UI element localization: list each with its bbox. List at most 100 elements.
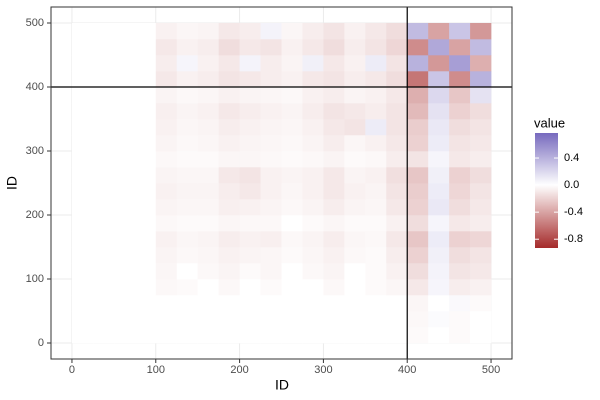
- heatmap-cell: [176, 55, 198, 72]
- heatmap-cell: [281, 215, 303, 232]
- heatmap-cell: [218, 55, 240, 72]
- heatmap-cell: [470, 151, 492, 168]
- heatmap-cell: [470, 279, 492, 296]
- heatmap-cell: [449, 151, 471, 168]
- heatmap-cell: [176, 39, 198, 56]
- heatmap-cell: [197, 103, 219, 120]
- legend-title: value: [534, 115, 565, 130]
- heatmap-cell: [71, 311, 94, 328]
- heatmap-cell: [218, 151, 240, 168]
- heatmap-cell: [302, 231, 324, 248]
- heatmap-cell: [323, 103, 345, 120]
- heatmap-cell: [134, 247, 157, 264]
- heatmap-cell: [197, 311, 219, 328]
- heatmap-cell: [323, 263, 345, 280]
- heatmap-cell: [92, 103, 115, 120]
- heatmap-cell: [218, 39, 240, 56]
- heatmap-cell: [428, 199, 450, 216]
- heatmap-cell: [323, 295, 345, 312]
- heatmap-cell: [344, 199, 366, 216]
- heatmap-cell: [113, 311, 136, 328]
- heatmap-cell: [449, 279, 471, 296]
- heatmap-cell: [176, 23, 198, 40]
- heatmap-cell: [134, 103, 157, 120]
- heatmap-cell: [92, 295, 115, 312]
- heatmap-cell: [407, 103, 429, 120]
- heatmap-cell: [365, 263, 387, 280]
- heatmap-cell: [113, 263, 136, 280]
- heatmap-cell: [449, 311, 471, 328]
- heatmap-cell: [218, 119, 240, 136]
- heatmap-cell: [260, 183, 282, 200]
- heatmap-cell: [344, 247, 366, 264]
- heatmap-cell: [302, 71, 324, 88]
- heatmap-cell: [386, 215, 408, 232]
- heatmap-cell: [449, 119, 471, 136]
- heatmap-cell: [218, 247, 240, 264]
- heatmap-cell: [386, 87, 408, 104]
- heatmap-cell: [407, 263, 429, 280]
- heatmap-cell: [344, 119, 366, 136]
- heatmap-cell: [113, 327, 136, 344]
- heatmap-cell: [71, 87, 94, 104]
- heatmap-cell: [449, 103, 471, 120]
- heatmap-cell: [155, 103, 178, 120]
- heatmap-cell: [218, 183, 240, 200]
- heatmap-cell: [92, 247, 115, 264]
- heatmap-cell: [113, 231, 136, 248]
- heatmap-cell: [92, 231, 115, 248]
- heatmap-cell: [302, 23, 324, 40]
- heatmap-cell: [239, 263, 261, 280]
- heatmap-cell: [344, 87, 366, 104]
- heatmap-cell: [344, 167, 366, 184]
- heatmap-cell: [386, 311, 408, 328]
- heatmap-cell: [197, 215, 219, 232]
- heatmap-cell: [260, 119, 282, 136]
- heatmap-cell: [71, 199, 94, 216]
- heatmap-cell: [365, 311, 387, 328]
- heatmap-cell: [323, 167, 345, 184]
- heatmap-cell: [428, 23, 450, 40]
- heatmap-cell: [71, 135, 94, 152]
- heatmap-cell: [428, 231, 450, 248]
- heatmap-cell: [71, 39, 94, 56]
- x-tick-label: 500: [482, 364, 500, 376]
- heatmap-cell: [155, 263, 178, 280]
- heatmap-cell: [155, 151, 178, 168]
- heatmap-cell: [281, 135, 303, 152]
- heatmap-cell: [428, 247, 450, 264]
- heatmap-cell: [113, 23, 136, 40]
- heatmap-cell: [155, 87, 178, 104]
- heatmap-cell: [407, 199, 429, 216]
- heatmap-cell: [449, 327, 471, 344]
- heatmap-cell: [344, 23, 366, 40]
- heatmap-cell: [407, 167, 429, 184]
- heatmap-cell: [470, 103, 492, 120]
- heatmap-cell: [218, 103, 240, 120]
- heatmap-cell: [239, 135, 261, 152]
- heatmap-cell: [365, 247, 387, 264]
- heatmap-cell: [386, 167, 408, 184]
- heatmap-cell: [470, 263, 492, 280]
- heatmap-cell: [407, 279, 429, 296]
- heatmap-cell: [365, 103, 387, 120]
- heatmap-cell: [281, 119, 303, 136]
- heatmap-cell: [92, 263, 115, 280]
- heatmap-cell: [71, 167, 94, 184]
- heatmap-cell: [302, 199, 324, 216]
- heatmap-cell: [155, 311, 178, 328]
- heatmap-cell: [260, 39, 282, 56]
- heatmap-cell: [134, 279, 157, 296]
- heatmap-cell: [449, 247, 471, 264]
- heatmap-cell: [302, 119, 324, 136]
- heatmap-cell: [113, 135, 136, 152]
- heatmap-cell: [71, 247, 94, 264]
- heatmap-cell: [92, 327, 115, 344]
- heatmap-cell: [260, 263, 282, 280]
- heatmap-cell: [260, 247, 282, 264]
- heatmap-cell: [71, 55, 94, 72]
- heatmap-cell: [365, 327, 387, 344]
- heatmap-cell: [260, 295, 282, 312]
- heatmap-cell: [428, 103, 450, 120]
- heatmap-cell: [365, 215, 387, 232]
